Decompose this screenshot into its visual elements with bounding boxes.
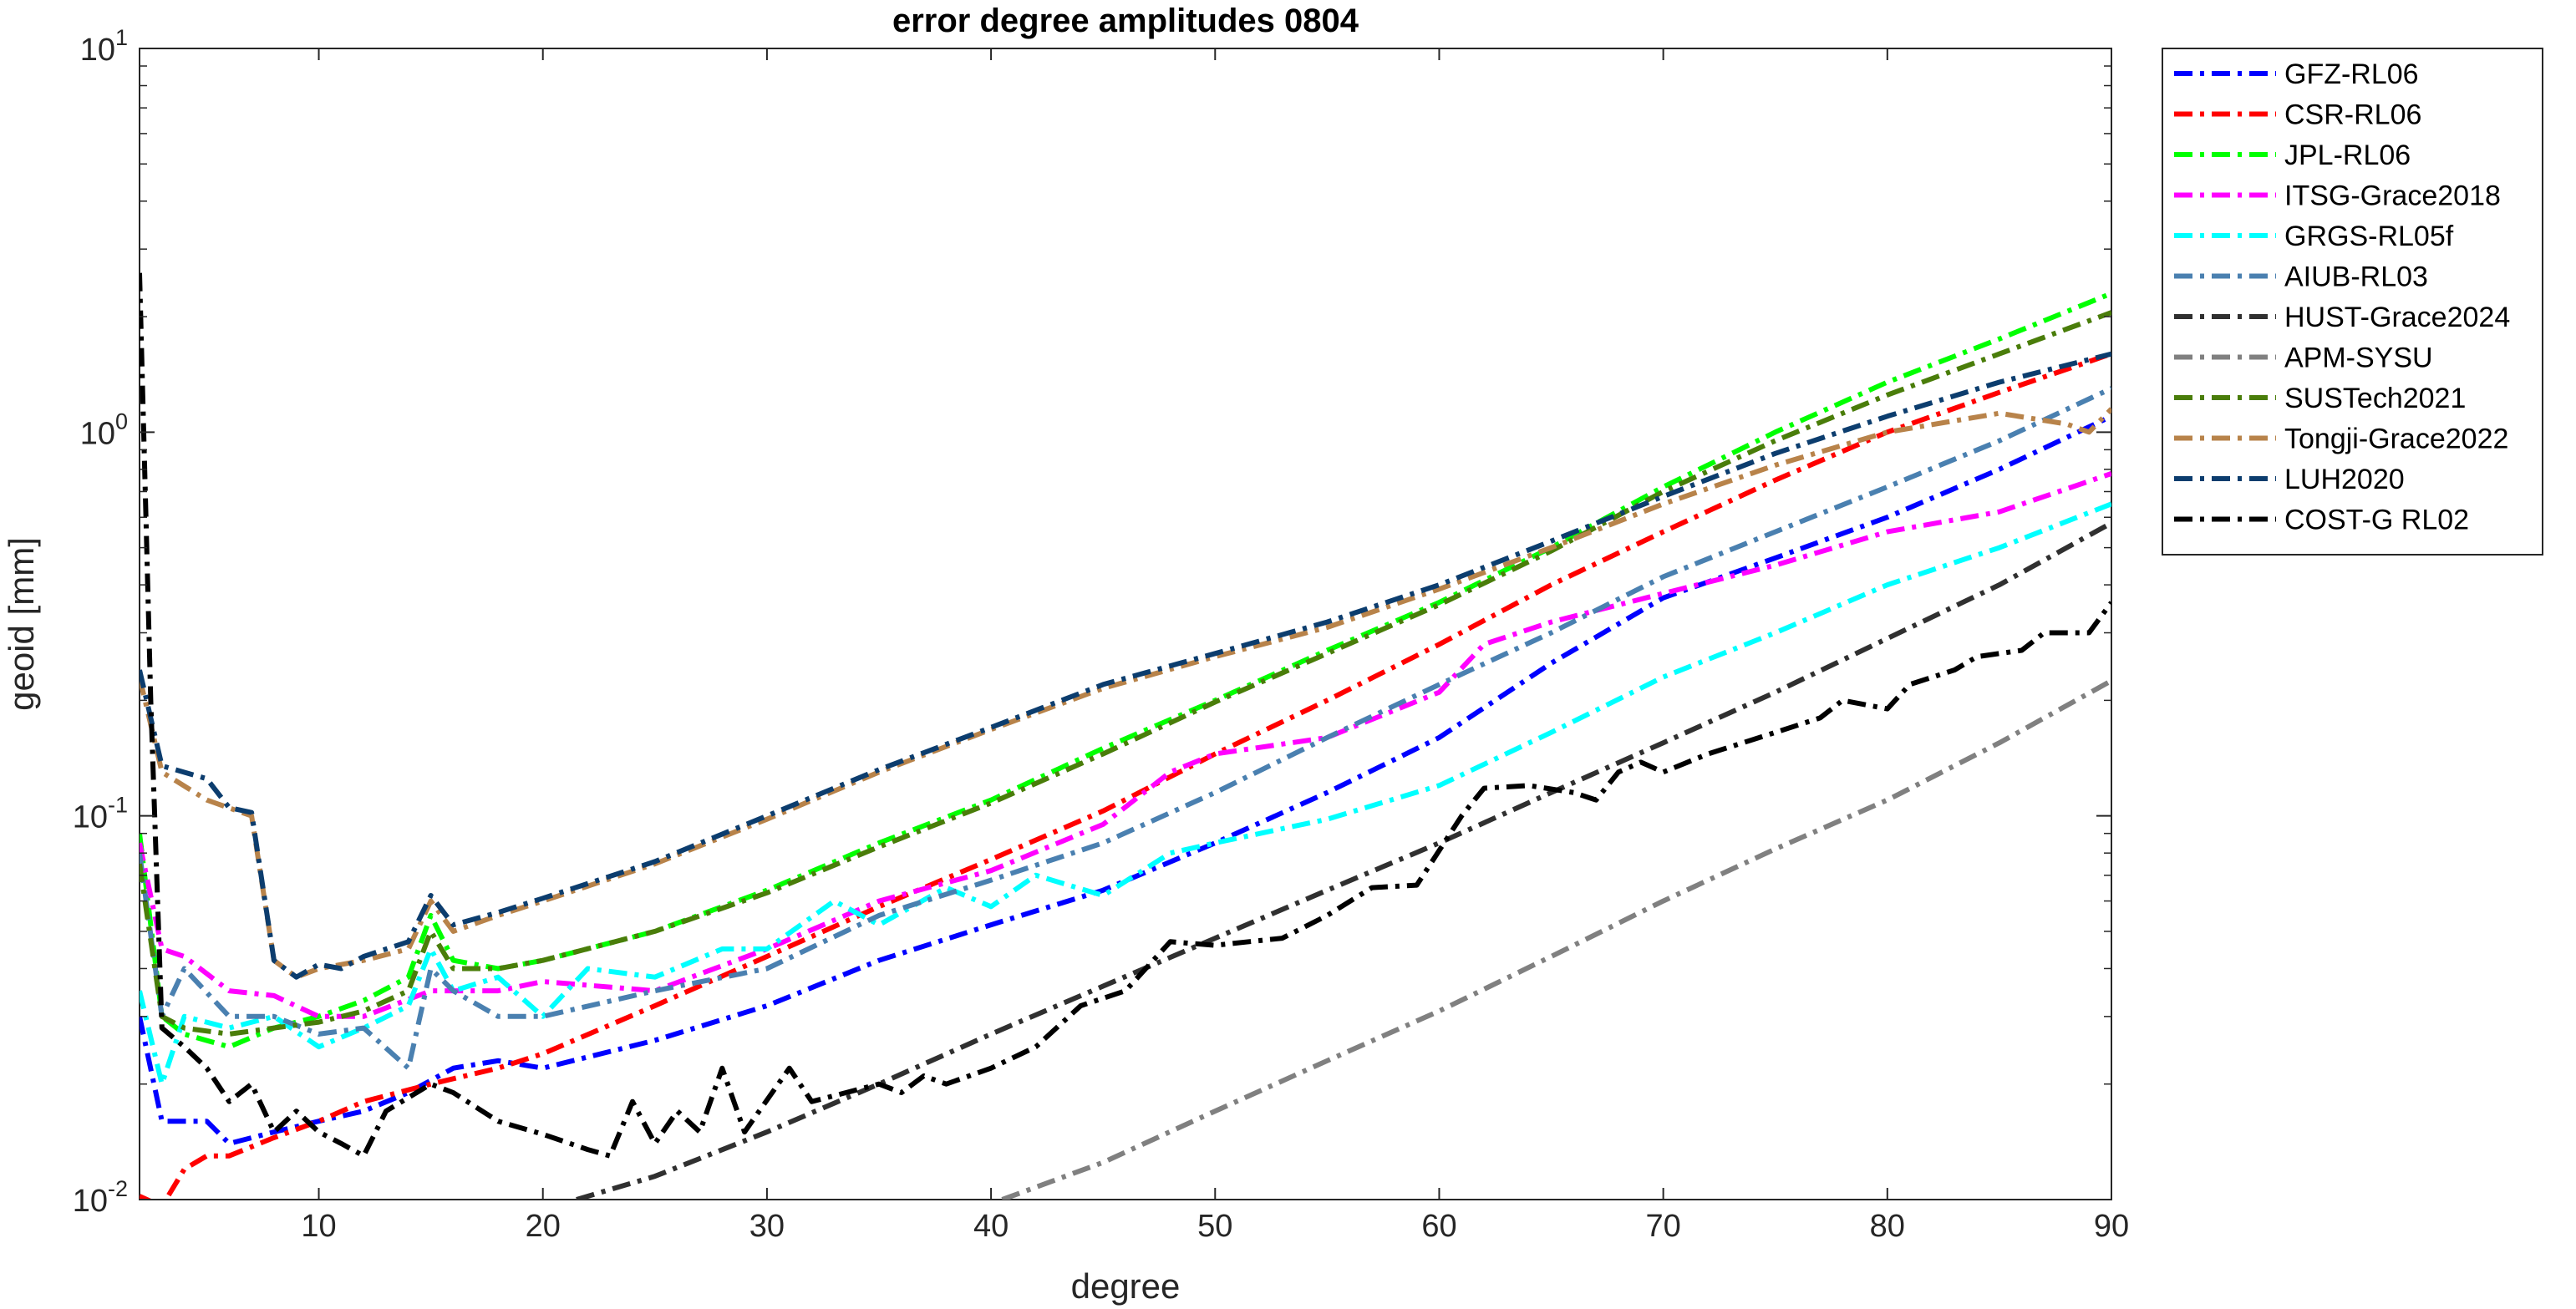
x-axis-label: degree <box>1071 1266 1181 1306</box>
y-axis-label: geoid [mm] <box>2 537 41 711</box>
legend-label: GFZ-RL06 <box>2284 58 2419 90</box>
legend-label: JPL-RL06 <box>2284 140 2411 171</box>
x-tick-label: 20 <box>526 1209 561 1244</box>
series-line-12 <box>140 272 2111 1159</box>
legend-label: APM-SYSU <box>2284 342 2433 374</box>
legend-label: AIUB-RL03 <box>2284 261 2428 293</box>
y-tick-label: 10-2 <box>73 1176 128 1219</box>
series-line-4 <box>140 471 2111 1019</box>
legend-label: LUH2020 <box>2284 464 2405 495</box>
series-line-1 <box>140 414 2111 1146</box>
legend-label: SUSTech2021 <box>2284 383 2466 414</box>
series-line-10 <box>140 407 2111 980</box>
y-tick-label: 10-1 <box>73 793 128 835</box>
series-layer <box>140 272 2111 1200</box>
legend: GFZ-RL06 CSR-RL06 JPL-RL06 ITSG-Grace2018 GR… <box>2162 48 2543 556</box>
x-tick-label: 10 <box>301 1209 336 1244</box>
x-tick-label: 60 <box>1421 1209 1456 1244</box>
x-tick-label: 70 <box>1645 1209 1680 1244</box>
legend-label: HUST-Grace2024 <box>2284 302 2510 333</box>
series-line-5 <box>140 501 2111 1087</box>
x-tick-label: 90 <box>2094 1209 2129 1244</box>
legend-label: COST-G RL02 <box>2284 505 2469 536</box>
ticks-layer: 10 20 30 40 50 60 70 80 90 10-2 10-1 100 101 <box>73 25 2129 1244</box>
legend-label: Tongji-Grace2022 <box>2284 424 2508 455</box>
series-line-11 <box>140 351 2111 980</box>
y-tick-label: 100 <box>80 408 128 451</box>
y-tick-label: 101 <box>80 25 128 68</box>
x-tick-label: 30 <box>749 1209 785 1244</box>
plot-area <box>139 48 2112 1200</box>
x-tick-label: 80 <box>1870 1209 1905 1244</box>
legend-box <box>2162 48 2543 556</box>
series-line-7 <box>576 520 2111 1200</box>
legend-label: CSR-RL06 <box>2284 99 2421 131</box>
legend-label: ITSG-Grace2018 <box>2284 180 2501 212</box>
chart-title: error degree amplitudes 0804 <box>892 3 1359 39</box>
series-line-8 <box>1001 678 2111 1200</box>
x-tick-label: 50 <box>1197 1209 1232 1244</box>
x-tick-label: 40 <box>973 1209 1009 1244</box>
legend-label: GRGS-RL05f <box>2284 221 2454 252</box>
series-line-9 <box>140 310 2111 1037</box>
series-line-2 <box>140 351 2111 1200</box>
